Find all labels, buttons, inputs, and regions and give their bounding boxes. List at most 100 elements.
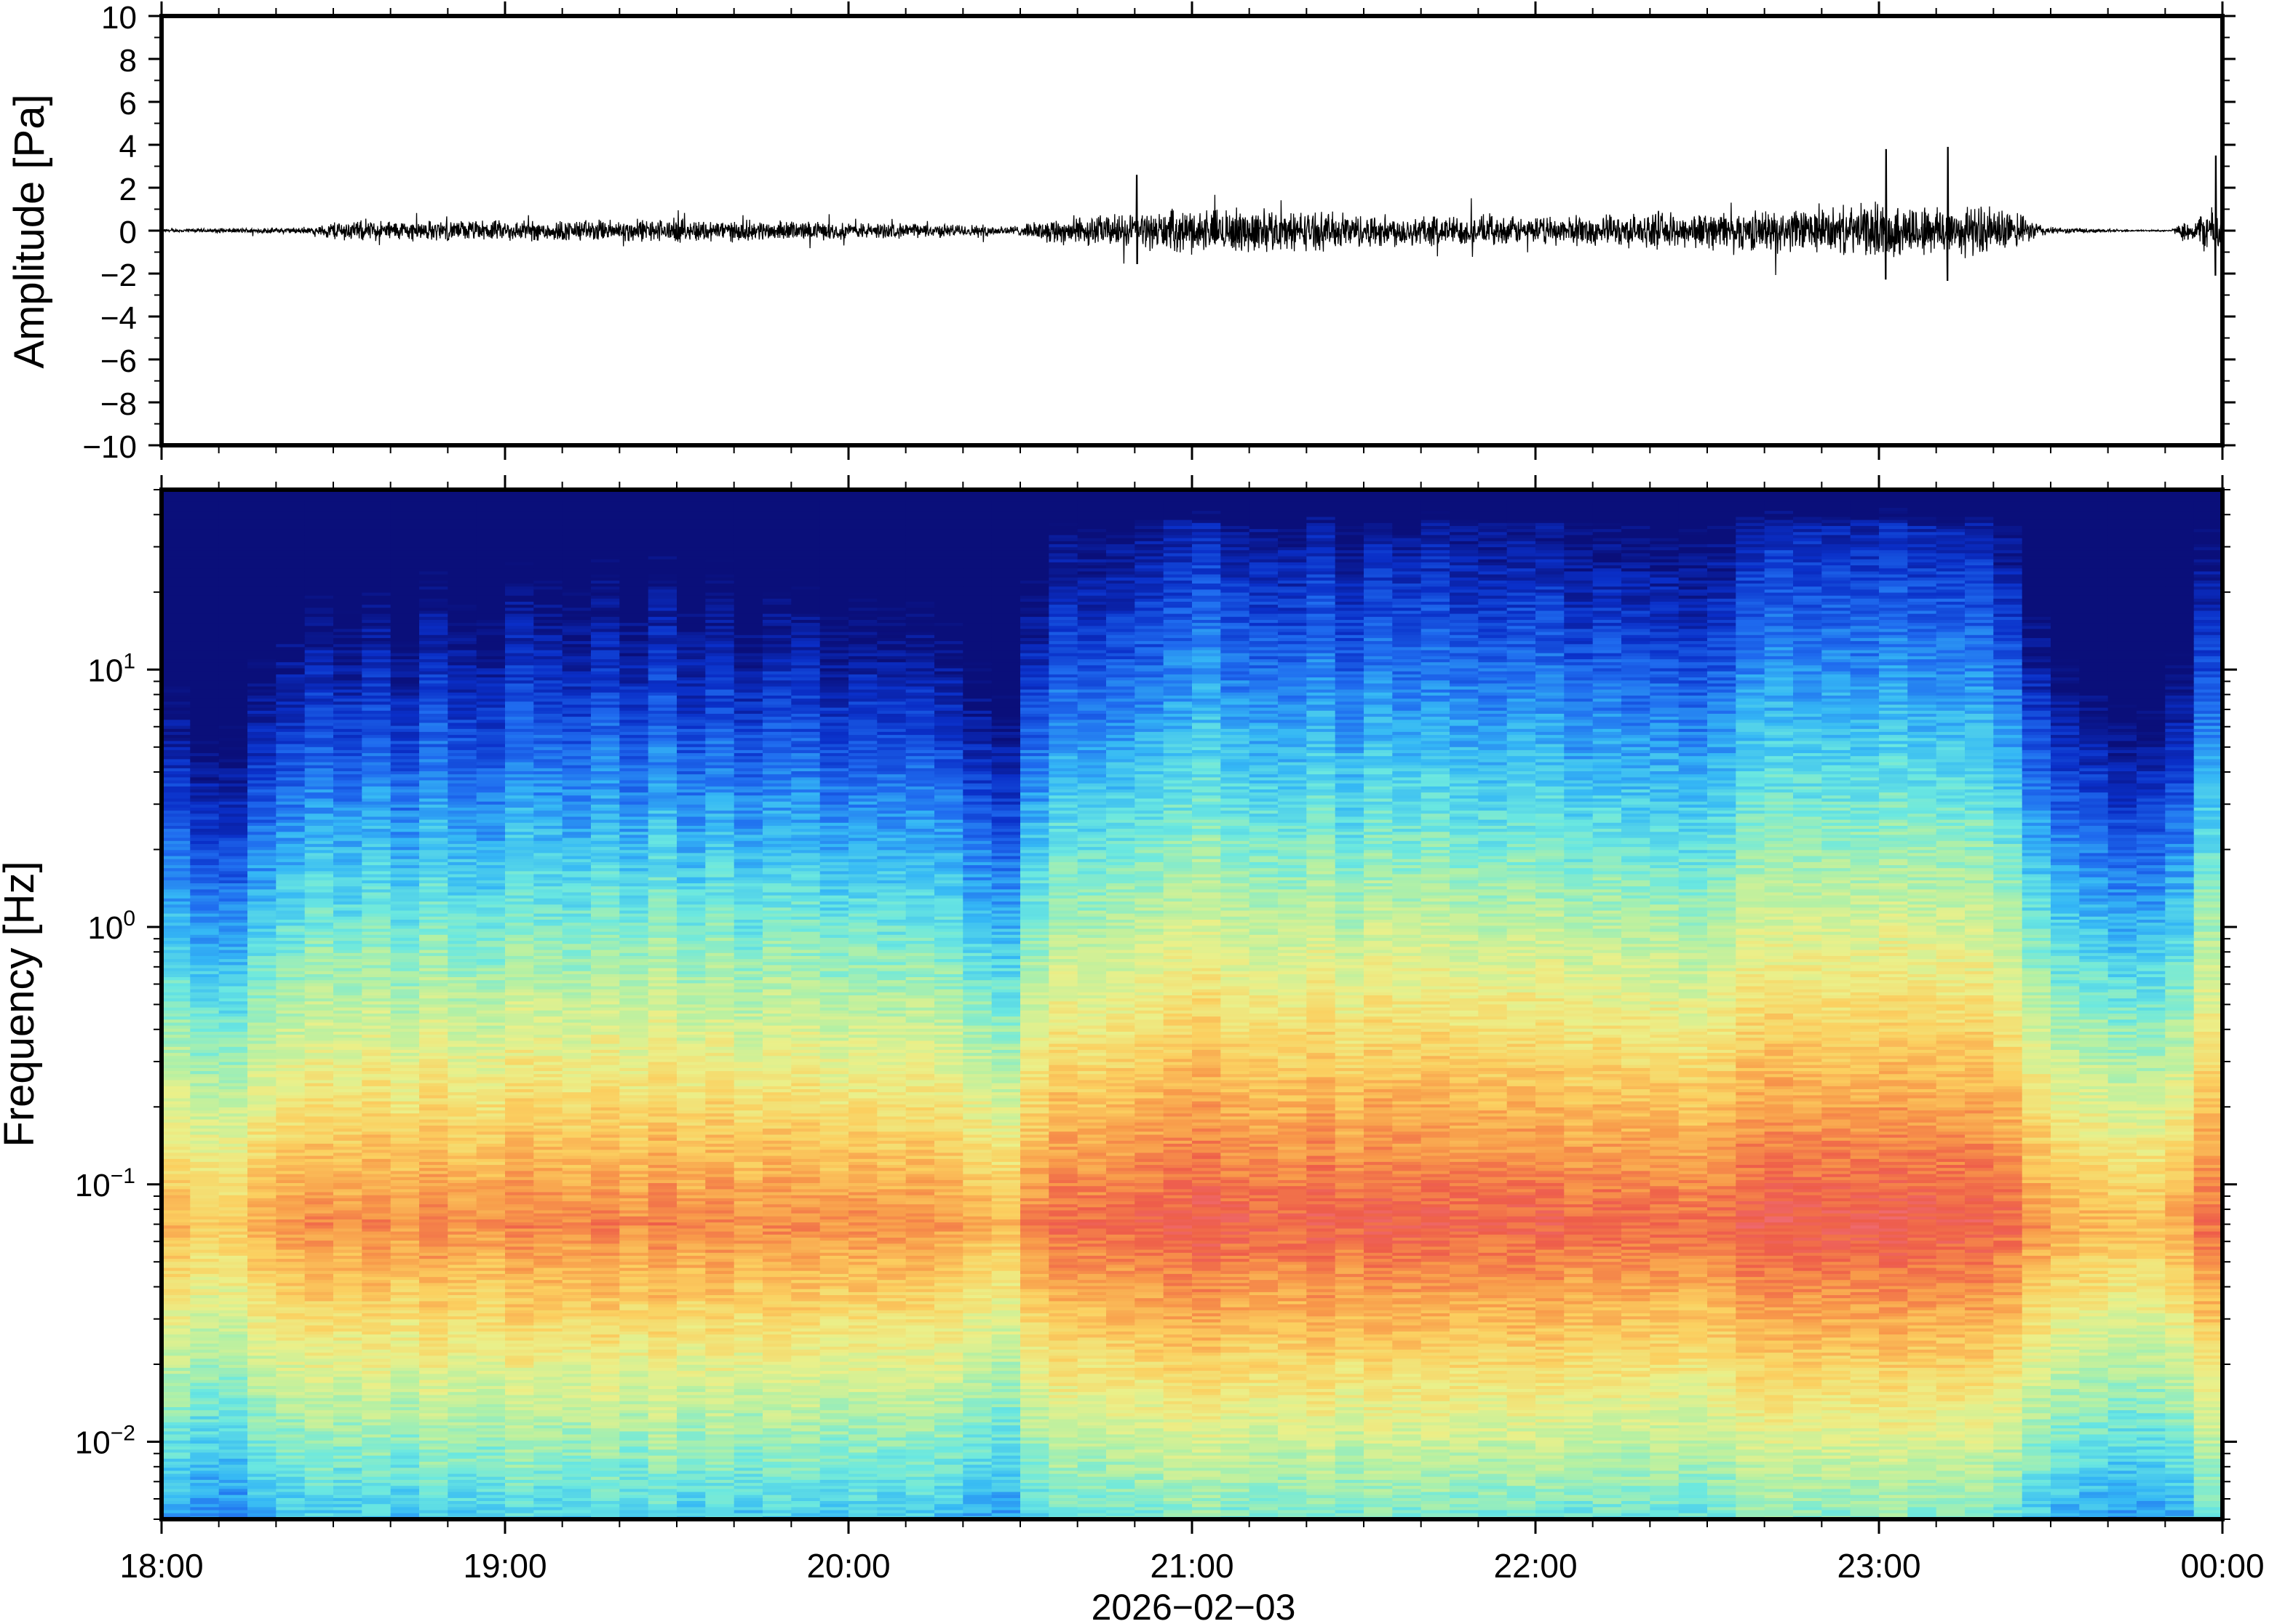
spectrogram-cell [448, 832, 477, 836]
spectrogram-cell [362, 1461, 392, 1465]
spectrogram-cell [276, 556, 306, 560]
spectrogram-cell [419, 728, 448, 733]
spectrogram-cell [362, 1213, 392, 1217]
spectrogram-cell [276, 1404, 306, 1408]
spectrogram-cell [247, 1155, 277, 1160]
amplitude-axis-title: Amplitude [Pa] [6, 94, 53, 368]
spectrogram-cell [362, 1380, 392, 1384]
spectrogram-cell [304, 620, 334, 624]
spectrogram-cell [218, 1171, 248, 1175]
spectrogram-cell [533, 1179, 563, 1184]
spectrogram-cell [362, 1022, 392, 1027]
spectrogram-cell [190, 641, 220, 645]
spectrogram-cell [162, 1501, 191, 1505]
spectrogram-cell [533, 832, 563, 836]
spectrogram-cell [333, 934, 362, 939]
spectrogram-cell [419, 1382, 448, 1387]
spectrogram-cell [505, 529, 534, 533]
spectrogram-cell [362, 1507, 392, 1511]
spectrogram-cell [505, 574, 534, 578]
spectrogram-cell [162, 765, 191, 769]
spectrogram-cell [190, 753, 220, 757]
spectrogram-cell [533, 974, 563, 978]
spectrogram-cell [333, 1195, 362, 1199]
spectrogram-cell [333, 1349, 362, 1353]
spectrogram-cell [333, 1310, 362, 1314]
spectrogram-cell [247, 1437, 277, 1441]
spectrogram-cell [476, 1064, 506, 1069]
spectrogram-cell [448, 1246, 477, 1251]
spectrogram-cell [333, 832, 362, 836]
spectrogram-cell [276, 874, 306, 878]
spectrogram-cell [276, 1098, 306, 1102]
spectrogram-cell [190, 634, 220, 639]
spectrogram-cell [190, 1219, 220, 1223]
spectrogram-cell [448, 1356, 477, 1360]
spectrogram-cell [276, 544, 306, 548]
spectrogram-cell [162, 774, 191, 778]
spectrogram-cell [333, 768, 362, 772]
spectrogram-cell [362, 641, 392, 645]
spectrogram-cell [448, 511, 477, 514]
spectrogram-cell [304, 1428, 334, 1432]
spectrogram-cell [419, 1107, 448, 1111]
spectrogram-cell [218, 568, 248, 572]
spectrogram-cell [562, 584, 592, 587]
spectrogram-cell [190, 977, 220, 981]
spectrogram-cell [190, 744, 220, 748]
spectrogram-cell [476, 1289, 506, 1293]
spectrogram-cell [448, 1231, 477, 1235]
spectrogram-cell [362, 859, 392, 863]
spectrogram-cell [190, 1059, 220, 1063]
spectrogram-cell [276, 1219, 306, 1223]
spectrogram-cell [390, 1440, 420, 1444]
spectrogram-cell [276, 1476, 306, 1481]
spectrogram-cell [362, 789, 392, 793]
spectrogram-cell [276, 1179, 306, 1184]
spectrogram-cell [533, 553, 563, 557]
spectrogram-cell [390, 1189, 420, 1193]
spectrogram-cell [476, 759, 506, 763]
spectrogram-cell [304, 1332, 334, 1335]
spectrogram-cell [190, 1449, 220, 1454]
spectrogram-cell [247, 1328, 277, 1332]
spectrogram-cell [390, 1371, 420, 1374]
spectrogram-cell [218, 1356, 248, 1360]
spectrogram-cell [419, 983, 448, 987]
spectrogram-cell [162, 1328, 191, 1332]
spectrogram-cell [304, 1067, 334, 1072]
spectrogram-cell [218, 565, 248, 569]
spectrogram-cell [505, 795, 534, 800]
spectrogram-cell [162, 1032, 191, 1035]
spectrogram-cell [390, 1259, 420, 1262]
spectrogram-cell [476, 677, 506, 681]
spectrogram-cell [162, 937, 191, 942]
spectrogram-cell [533, 1049, 563, 1054]
spectrogram-cell [190, 813, 220, 818]
spectrogram-cell [505, 816, 534, 821]
spectrogram-cell [419, 774, 448, 778]
spectrogram-cell [562, 671, 592, 675]
spectrogram-cell [533, 1083, 563, 1087]
spectrogram-cell [476, 626, 506, 630]
spectrogram-cell [333, 1140, 362, 1145]
spectrogram-cell [247, 620, 277, 624]
spectrogram-cell [390, 595, 420, 600]
spectrogram-cell [505, 1243, 534, 1248]
spectrogram-cell [304, 1122, 334, 1126]
spectrogram-cell [505, 1038, 534, 1042]
spectrogram-cell [533, 1416, 563, 1420]
spectrogram-cell [476, 1153, 506, 1157]
spectrogram-cell [362, 595, 392, 600]
spectrogram-cell [304, 1504, 334, 1508]
spectrogram-cell [390, 1032, 420, 1035]
spectrogram-cell [476, 1313, 506, 1317]
spectrogram-cell [390, 1022, 420, 1027]
spectrogram-cell [276, 1301, 306, 1305]
spectrogram-cell [362, 520, 392, 524]
spectrogram-cell [448, 1349, 477, 1353]
spectrogram-cell [476, 662, 506, 666]
spectrogram-cell [362, 1222, 392, 1226]
spectrogram-cell [218, 795, 248, 800]
spectrogram-cell [247, 1286, 277, 1290]
